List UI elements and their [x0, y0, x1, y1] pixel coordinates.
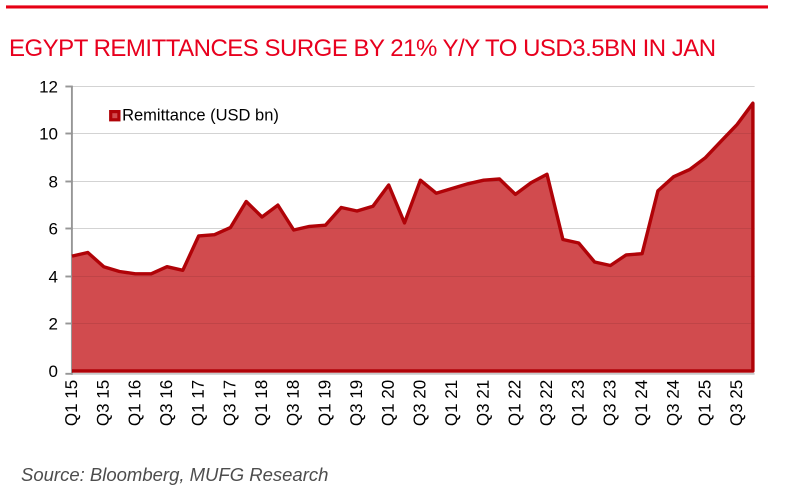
svg-text:6: 6: [49, 220, 58, 239]
svg-text:Remittance (USD bn): Remittance (USD bn): [122, 107, 279, 125]
svg-text:12: 12: [39, 78, 58, 97]
svg-text:EGYPT REMITTANCES SURGE BY 21%: EGYPT REMITTANCES SURGE BY 21% Y/Y TO US…: [9, 35, 716, 62]
svg-text:10: 10: [39, 125, 58, 144]
svg-text:4: 4: [49, 268, 58, 287]
svg-text:8: 8: [49, 173, 58, 192]
svg-text:2: 2: [49, 315, 58, 334]
svg-text:Source: Bloomberg, MUFG Resear: Source: Bloomberg, MUFG Research: [21, 464, 328, 485]
svg-text:0: 0: [49, 362, 58, 381]
